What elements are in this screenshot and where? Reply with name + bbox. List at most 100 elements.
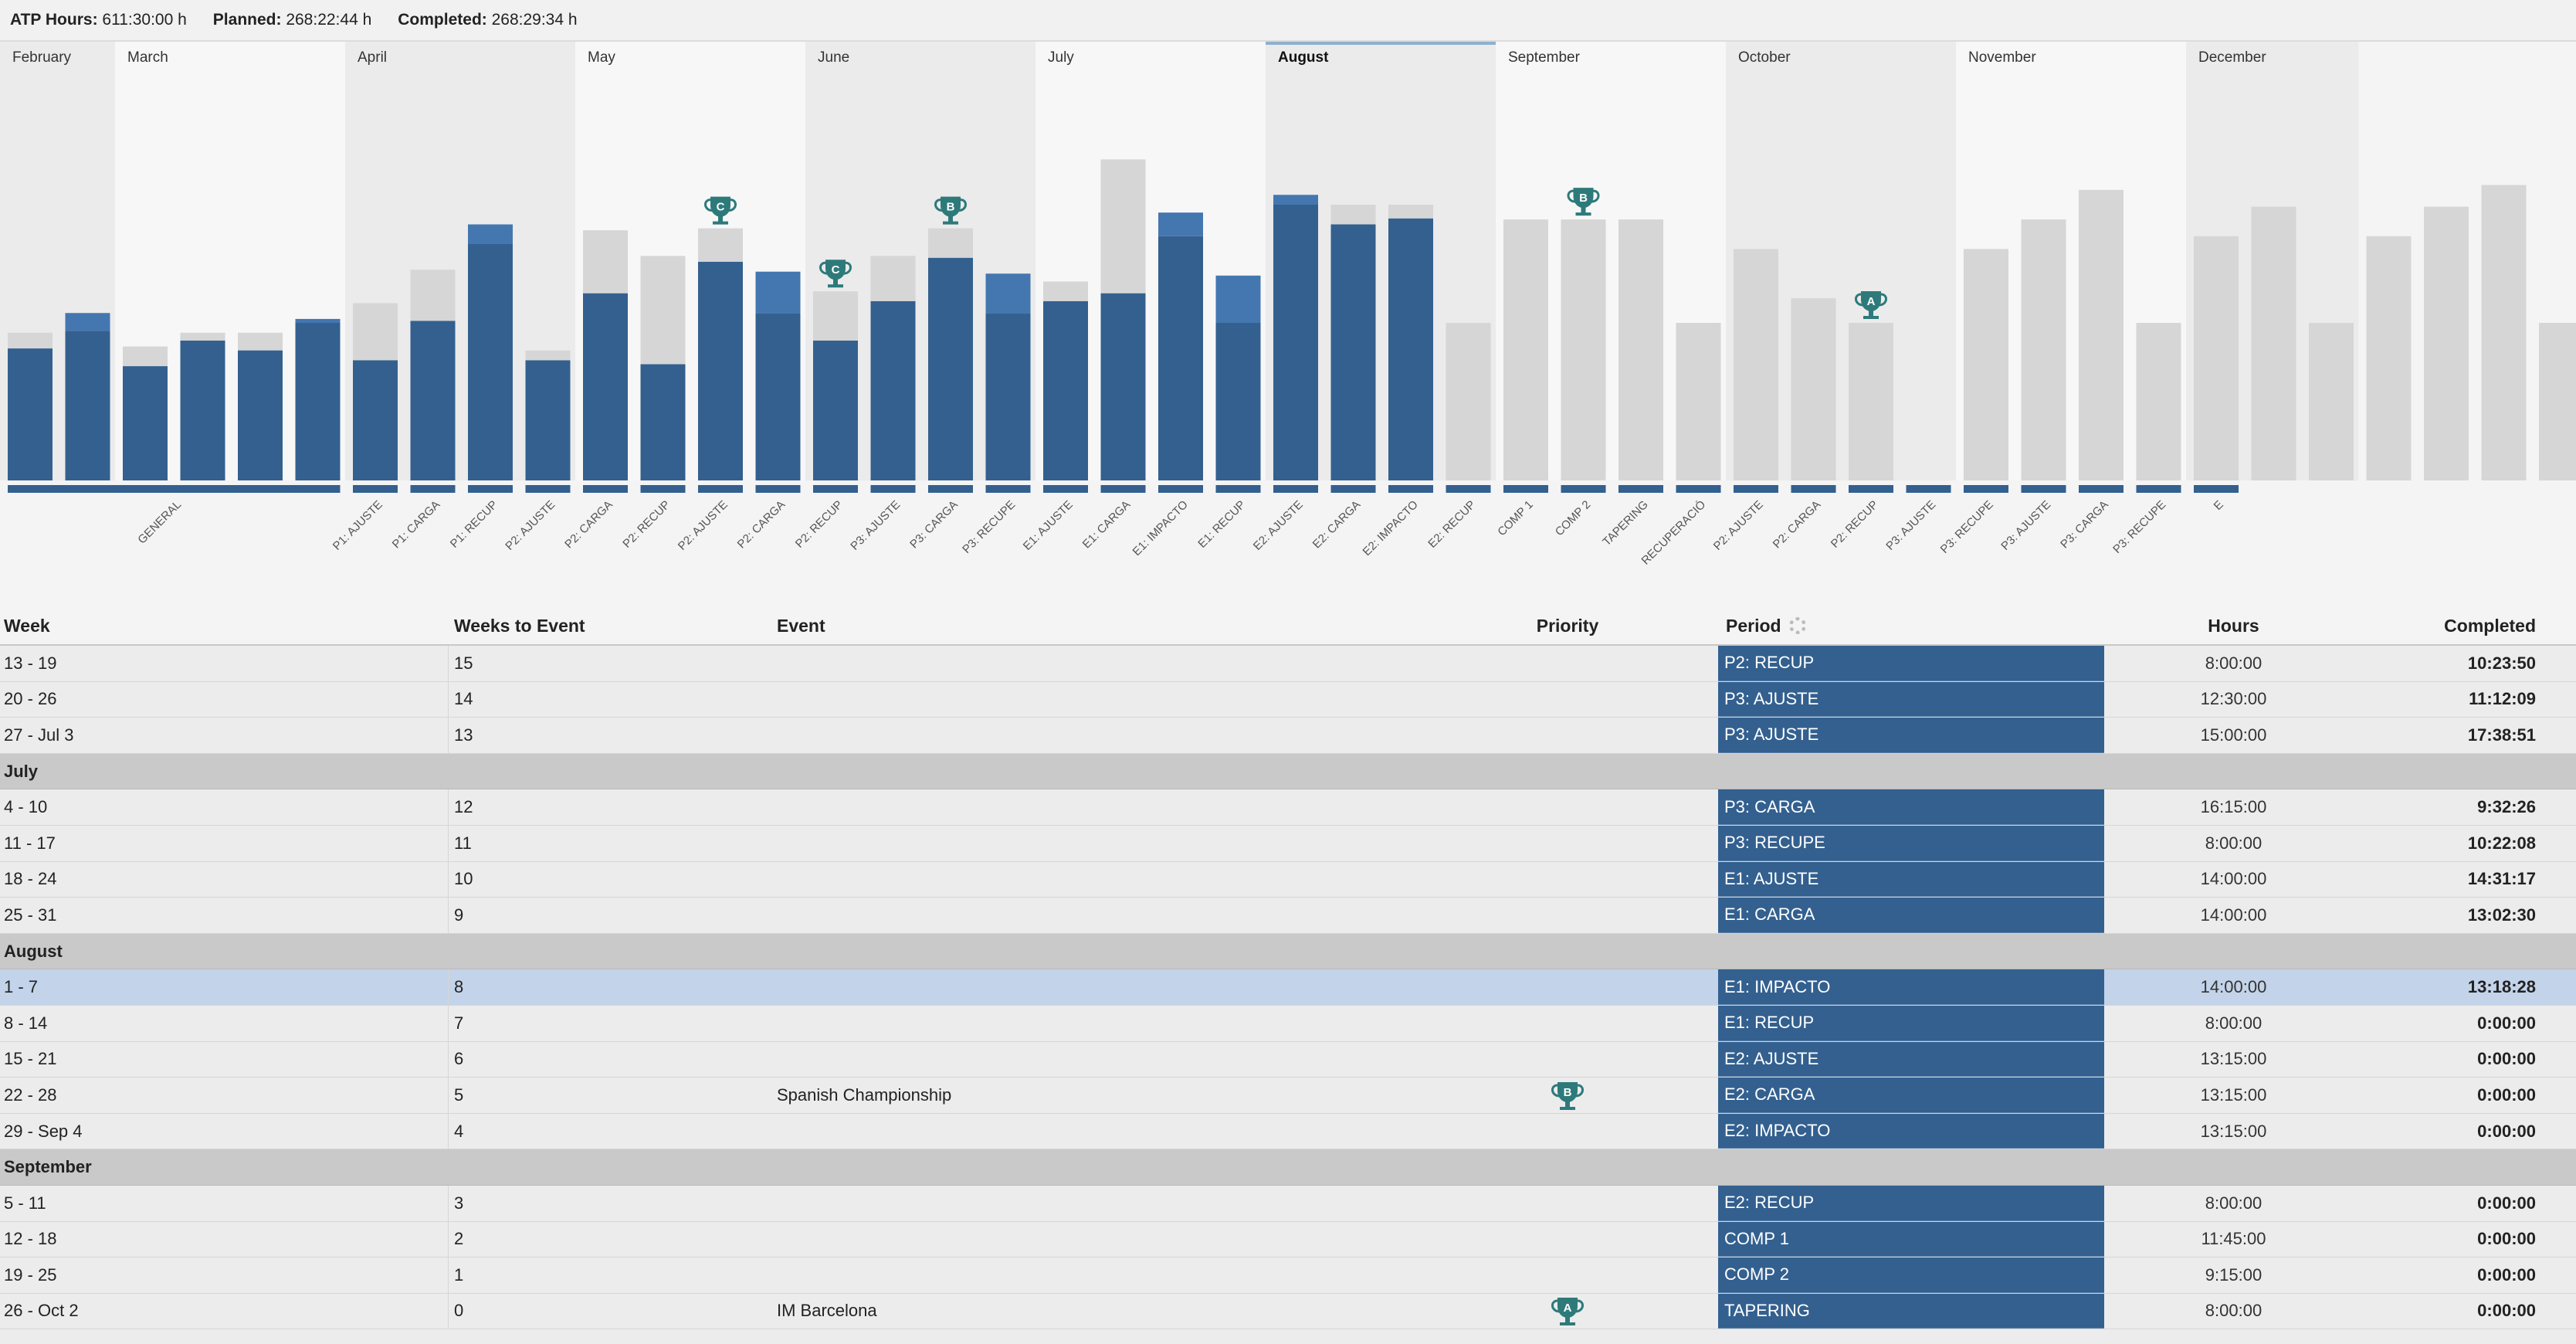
- week-bar[interactable]: [755, 271, 801, 480]
- period-strip[interactable]: [1849, 485, 1893, 493]
- week-bar[interactable]: [2424, 206, 2469, 480]
- period-pill[interactable]: P3: CARGA: [1718, 789, 2104, 825]
- table-row[interactable]: 25 - 31 9 E1: CARGA 14:00:00 13:02:30: [0, 898, 2576, 934]
- week-bar[interactable]: [870, 256, 916, 480]
- week-bar[interactable]: [1158, 212, 1203, 480]
- period-strip[interactable]: [1676, 485, 1721, 493]
- table-row[interactable]: 5 - 11 3 E2: RECUP 8:00:00 0:00:00: [0, 1185, 2576, 1222]
- period-strip[interactable]: [870, 485, 916, 493]
- period-strip[interactable]: [1791, 485, 1836, 493]
- period-pill[interactable]: E1: IMPACTO: [1718, 969, 2104, 1005]
- period-strip[interactable]: [1561, 485, 1606, 493]
- table-row[interactable]: 4 - 10 12 P3: CARGA 16:15:00 9:32:26: [0, 789, 2576, 826]
- period-strip[interactable]: [1273, 485, 1318, 493]
- week-bar[interactable]: [2021, 219, 2066, 480]
- column-header-priority[interactable]: Priority: [1536, 615, 1599, 636]
- period-strip[interactable]: [1906, 485, 1951, 493]
- period-strip[interactable]: [2021, 485, 2066, 493]
- trophy-icon[interactable]: B: [1567, 188, 1600, 216]
- week-bar[interactable]: [1849, 323, 1893, 480]
- period-pill[interactable]: TAPERING: [1718, 1293, 2104, 1329]
- period-strip[interactable]: [8, 485, 341, 493]
- week-bar[interactable]: [8, 332, 53, 480]
- month-label[interactable]: April: [358, 49, 387, 66]
- week-bar[interactable]: [295, 318, 341, 480]
- column-header-event[interactable]: Event: [777, 615, 825, 636]
- period-pill[interactable]: P3: RECUPE: [1718, 825, 2104, 861]
- week-bar[interactable]: [698, 228, 743, 480]
- week-bar[interactable]: [2366, 236, 2412, 480]
- week-bar[interactable]: [1446, 323, 1491, 480]
- week-bar[interactable]: [1676, 323, 1721, 480]
- column-header-hours[interactable]: Hours: [2208, 615, 2259, 636]
- table-row[interactable]: 27 - Jul 3 13 P3: AJUSTE 15:00:00 17:38:51: [0, 718, 2576, 754]
- week-bar[interactable]: [583, 230, 628, 480]
- period-strip[interactable]: [468, 485, 513, 493]
- month-label[interactable]: July: [1048, 49, 1074, 66]
- period-pill[interactable]: E2: AJUSTE: [1718, 1041, 2104, 1078]
- column-header-completed[interactable]: Completed: [2444, 615, 2536, 636]
- period-strip[interactable]: [1158, 485, 1203, 493]
- month-label[interactable]: November: [1968, 49, 2036, 66]
- period-strip[interactable]: [410, 485, 456, 493]
- period-strip[interactable]: [583, 485, 628, 493]
- month-label[interactable]: October: [1738, 49, 1791, 66]
- table-row[interactable]: 8 - 14 7 E1: RECUP 8:00:00 0:00:00: [0, 1005, 2576, 1042]
- annual-training-plan-chart[interactable]: February March April May June July August Septe…: [0, 42, 2576, 613]
- week-bar[interactable]: [2136, 323, 2181, 480]
- trophy-icon[interactable]: A: [1855, 291, 1887, 319]
- period-pill[interactable]: P2: RECUP: [1718, 646, 2104, 681]
- period-strip[interactable]: [1618, 485, 1663, 493]
- week-bar[interactable]: [1503, 219, 1548, 480]
- period-strip[interactable]: [2079, 485, 2124, 493]
- week-bar[interactable]: [410, 270, 456, 480]
- period-strip[interactable]: [2136, 485, 2181, 493]
- period-strip[interactable]: [1964, 485, 2008, 493]
- period-pill[interactable]: E1: RECUP: [1718, 1005, 2104, 1041]
- week-bar[interactable]: [640, 256, 686, 480]
- week-bar[interactable]: [2481, 185, 2527, 481]
- table-row[interactable]: 13 - 19 15 P2: RECUP 8:00:00 10:23:50: [0, 646, 2576, 682]
- week-bar[interactable]: [1734, 249, 1778, 480]
- period-pill[interactable]: E1: CARGA: [1718, 898, 2104, 933]
- week-bar[interactable]: [1100, 159, 1146, 480]
- table-row[interactable]: 22 - 28 5 Spanish Championship B E2: CARGA 13…: [0, 1078, 2576, 1114]
- period-pill[interactable]: COMP 2: [1718, 1257, 2104, 1293]
- column-header-weeks-to-event[interactable]: Weeks to Event: [454, 615, 585, 636]
- month-label[interactable]: March: [127, 49, 168, 66]
- week-bar[interactable]: [1561, 219, 1606, 480]
- period-strip[interactable]: [1734, 485, 1778, 493]
- event-cell[interactable]: IM Barcelona: [777, 1301, 877, 1321]
- table-row[interactable]: 29 - Sep 4 4 E2: IMPACTO 13:15:00 0:00:00: [0, 1113, 2576, 1150]
- week-bar[interactable]: [928, 228, 973, 480]
- period-strip[interactable]: [1330, 485, 1376, 493]
- period-strip[interactable]: [1043, 485, 1088, 493]
- period-strip[interactable]: [985, 485, 1031, 493]
- period-strip[interactable]: [928, 485, 973, 493]
- gear-icon[interactable]: [1788, 617, 1806, 634]
- trophy-icon[interactable]: B: [1551, 1081, 1584, 1110]
- week-bar[interactable]: [2309, 323, 2354, 480]
- table-row[interactable]: 1 - 7 8 E1: IMPACTO 14:00:00 13:18:28: [0, 969, 2576, 1006]
- event-cell[interactable]: Spanish Championship: [777, 1084, 952, 1105]
- week-bar[interactable]: [813, 291, 858, 480]
- period-strip[interactable]: [1100, 485, 1146, 493]
- table-row[interactable]: 11 - 17 11 P3: RECUPE 8:00:00 10:22:08: [0, 825, 2576, 862]
- period-strip[interactable]: [813, 485, 858, 493]
- week-bar[interactable]: [985, 273, 1031, 480]
- period-pill[interactable]: E2: CARGA: [1718, 1078, 2104, 1113]
- period-pill[interactable]: P3: AJUSTE: [1718, 718, 2104, 753]
- week-bar[interactable]: [1388, 205, 1433, 480]
- table-row[interactable]: 15 - 21 6 E2: AJUSTE 13:15:00 0:00:00: [0, 1041, 2576, 1078]
- table-row[interactable]: 18 - 24 10 E1: AJUSTE 14:00:00 14:31:17: [0, 861, 2576, 898]
- month-label[interactable]: May: [588, 49, 615, 66]
- month-label[interactable]: September: [1508, 49, 1581, 66]
- month-label[interactable]: August: [1278, 49, 1329, 66]
- period-strip[interactable]: [755, 485, 801, 493]
- period-strip[interactable]: [698, 485, 743, 493]
- week-bar[interactable]: [2539, 323, 2576, 480]
- period-strip[interactable]: [1215, 485, 1261, 493]
- week-bar[interactable]: [1215, 275, 1261, 480]
- week-bar[interactable]: [1791, 298, 1836, 480]
- table-row[interactable]: 20 - 26 14 P3: AJUSTE 12:30:00 11:12:09: [0, 681, 2576, 718]
